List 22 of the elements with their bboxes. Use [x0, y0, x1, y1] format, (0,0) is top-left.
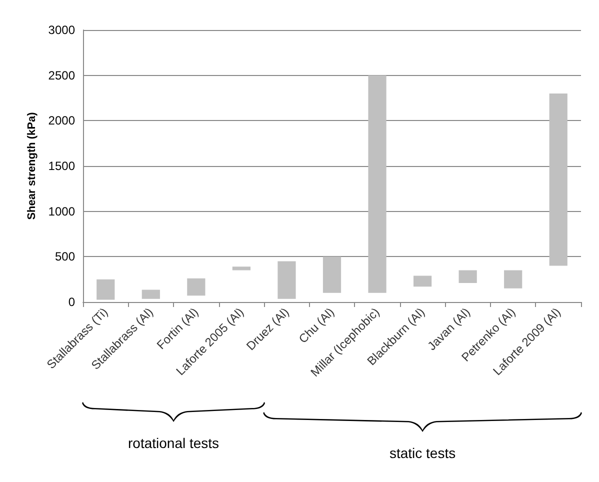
bar: [96, 279, 115, 300]
y-tick-label: 1500: [48, 159, 76, 173]
bar: [278, 261, 296, 299]
bar: [232, 266, 251, 270]
y-tick-label: 1000: [48, 204, 76, 218]
text: static tests: [389, 445, 456, 461]
bar: [549, 93, 568, 266]
y-tick-label: 2000: [48, 114, 76, 128]
bar: [458, 270, 477, 283]
bar: [142, 290, 160, 299]
bar: [322, 256, 342, 293]
y-tick-label: 500: [54, 250, 76, 264]
bar: [413, 276, 432, 287]
x-tick-label: Chu (Al): [296, 305, 337, 346]
y-tick-label: 3000: [48, 23, 76, 37]
y-tick-label: 0: [68, 295, 76, 309]
y-tick-label: 2500: [48, 68, 76, 82]
bar: [368, 75, 386, 293]
bar: [187, 278, 206, 296]
y-axis-title: Shear strength (kPa): [26, 112, 38, 220]
text: rotational tests: [128, 435, 220, 451]
bar: [504, 270, 522, 288]
